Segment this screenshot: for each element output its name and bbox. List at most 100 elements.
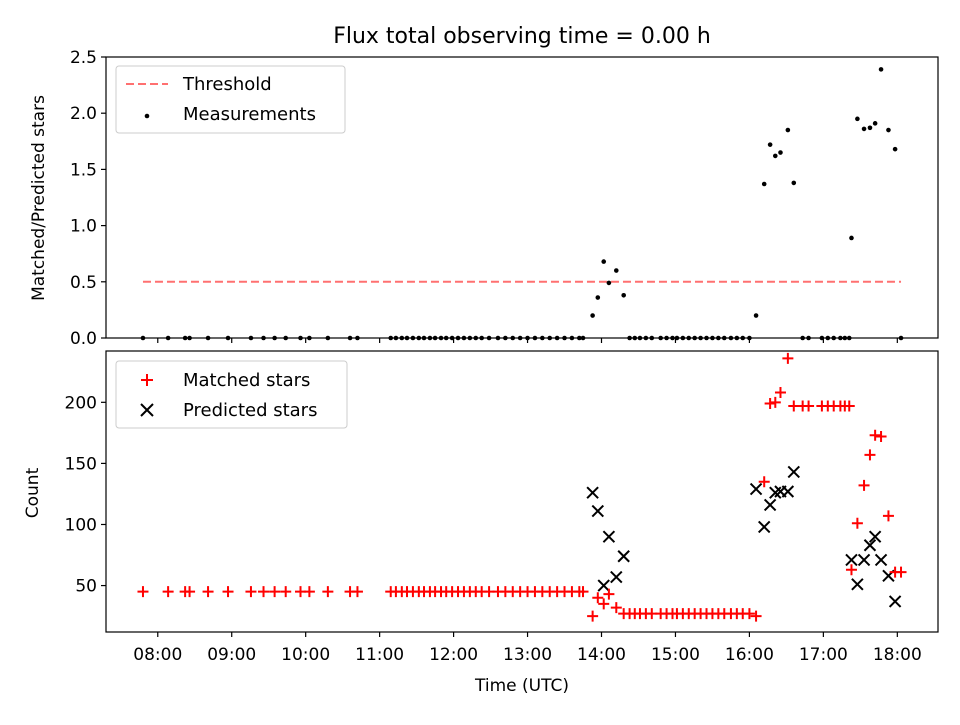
measurement-point xyxy=(892,146,898,152)
matched-star-point xyxy=(280,586,292,598)
predicted-star-point xyxy=(602,530,616,543)
top-y-tick-label: 2.0 xyxy=(70,104,97,124)
matched-star-point xyxy=(598,598,610,610)
x-tick-label: 12:00 xyxy=(429,645,478,665)
predicted-legend-swatch xyxy=(140,403,154,417)
bottom-y-tick-label: 200 xyxy=(65,393,97,413)
matched-star-point xyxy=(162,586,174,598)
measurement-point xyxy=(878,67,884,72)
matched-star-point xyxy=(750,610,762,622)
bottom-y-tick-label: 100 xyxy=(65,515,97,535)
matched-star-point xyxy=(843,400,855,412)
measurements-legend-swatch xyxy=(144,113,150,119)
matched-star-point xyxy=(875,431,887,443)
measurement-point xyxy=(772,153,778,159)
measurement-point xyxy=(849,235,854,241)
x-tick-label: 16:00 xyxy=(725,645,774,665)
matched-star-point xyxy=(774,387,786,399)
bottom-legend: Matched stars Predicted stars xyxy=(115,360,348,429)
top-y-axis-label: Matched/Predicted stars xyxy=(29,95,49,301)
matched-star-point xyxy=(303,586,315,598)
x-tick-label: 10:00 xyxy=(281,645,330,665)
matched-star-point xyxy=(137,586,149,598)
matched-star-point xyxy=(845,564,857,576)
measurement-point xyxy=(753,313,759,318)
predicted-star-point xyxy=(586,486,599,499)
measurement-point xyxy=(761,181,767,187)
matched-star-point xyxy=(592,592,604,604)
matched-star-point xyxy=(184,586,196,598)
matched-star-point xyxy=(603,588,615,600)
predicted-star-point xyxy=(874,553,888,567)
matched-star-point xyxy=(610,602,622,614)
measurement-point xyxy=(886,127,891,133)
matched-star-point xyxy=(351,586,363,598)
matched-star-point xyxy=(769,396,781,408)
top-y-tick-label: 1.0 xyxy=(70,217,97,237)
top-y-tick-label: 0.0 xyxy=(70,329,97,349)
x-tick-label: 17:00 xyxy=(799,645,848,665)
predicted-star-point xyxy=(617,550,630,563)
matched-star-point xyxy=(245,586,257,598)
x-tick-label: 13:00 xyxy=(503,645,552,665)
predicted-star-point xyxy=(857,553,871,567)
predicted-star-point xyxy=(888,595,902,608)
x-tick-label: 08:00 xyxy=(133,645,182,665)
chart-title: Flux total observing time = 0.00 h xyxy=(333,24,711,49)
bottom-y-axis-label: Count xyxy=(23,467,43,518)
measurement-point xyxy=(785,127,791,133)
measurement-point xyxy=(606,280,612,286)
matched-star-point xyxy=(758,476,770,488)
top-legend-box xyxy=(115,65,346,134)
predicted-star-point xyxy=(597,579,610,592)
measurement-point xyxy=(595,295,601,300)
matched-star-point xyxy=(869,429,881,441)
matched-star-point xyxy=(587,610,599,622)
matched-star-point xyxy=(202,586,214,598)
matched-legend-swatch xyxy=(141,374,153,386)
x-tick-label: 14:00 xyxy=(577,645,626,665)
matched-star-point xyxy=(864,449,876,461)
matched-star-point xyxy=(269,586,281,598)
predicted-star-point xyxy=(591,504,605,518)
top-plot-frame xyxy=(105,56,939,339)
top-legend: Threshold Measurements xyxy=(115,65,346,134)
x-tick-label: 11:00 xyxy=(355,645,404,665)
predicted-star-point xyxy=(610,570,623,584)
measurement-point xyxy=(778,150,783,155)
predicted-star-point xyxy=(868,530,882,543)
bottom-plot-frame xyxy=(105,350,939,633)
measurement-point xyxy=(767,142,773,147)
measurement-point xyxy=(861,126,867,132)
predicted-star-point xyxy=(851,578,864,591)
x-tick-label: 15:00 xyxy=(651,645,700,665)
threshold-legend-label: Threshold xyxy=(182,74,272,95)
measurements-legend-label: Measurements xyxy=(183,104,316,125)
matched-star-point xyxy=(782,352,794,364)
matched-star-point xyxy=(851,517,863,529)
predicted-star-point xyxy=(845,553,858,567)
matched-star-point xyxy=(764,398,776,410)
matched-star-point xyxy=(803,400,815,412)
top-y-tick-label: 1.5 xyxy=(70,160,97,180)
matched-star-point xyxy=(882,510,894,522)
bottom-y-tick-label: 50 xyxy=(75,577,97,597)
predicted-star-point xyxy=(763,498,777,512)
x-axis-label: Time (UTC) xyxy=(474,676,569,696)
predicted-star-point xyxy=(781,485,795,498)
matched-star-point xyxy=(895,566,907,578)
predicted-star-point xyxy=(757,520,771,534)
x-tick-label: 18:00 xyxy=(873,645,922,665)
measurement-point xyxy=(791,180,797,186)
predicted-star-point xyxy=(863,539,877,552)
measurement-point xyxy=(601,259,607,264)
top-y-tick-label: 0.5 xyxy=(70,273,97,293)
matched-star-point xyxy=(322,586,334,598)
matched-legend-label: Matched stars xyxy=(183,370,310,391)
predicted-star-point xyxy=(787,465,800,479)
matched-star-point xyxy=(858,479,870,491)
matched-star-point xyxy=(222,586,234,598)
measurement-point xyxy=(613,268,619,273)
measurement-point xyxy=(872,121,878,126)
